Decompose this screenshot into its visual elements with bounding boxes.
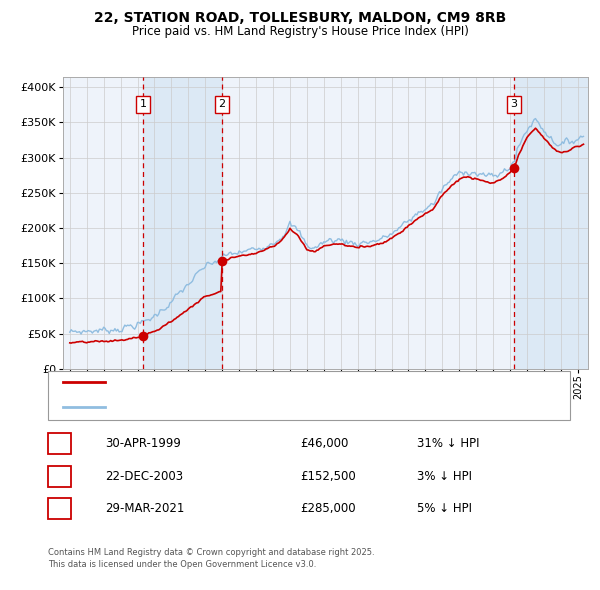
Text: 2: 2 <box>218 100 226 109</box>
Text: 22, STATION ROAD, TOLLESBURY, MALDON, CM9 8RB: 22, STATION ROAD, TOLLESBURY, MALDON, CM… <box>94 11 506 25</box>
Bar <box>143 77 222 369</box>
Text: Contains HM Land Registry data © Crown copyright and database right 2025.
This d: Contains HM Land Registry data © Crown c… <box>48 548 374 569</box>
Text: £285,000: £285,000 <box>300 502 356 515</box>
Text: 30-APR-1999: 30-APR-1999 <box>105 437 181 450</box>
Text: 29-MAR-2021: 29-MAR-2021 <box>105 502 184 515</box>
Text: 3: 3 <box>511 100 518 109</box>
Text: HPI: Average price, semi-detached house, Maldon: HPI: Average price, semi-detached house,… <box>114 402 357 412</box>
Text: 22, STATION ROAD, TOLLESBURY, MALDON, CM9 8RB (semi-detached house): 22, STATION ROAD, TOLLESBURY, MALDON, CM… <box>114 378 490 387</box>
Text: 1: 1 <box>140 100 146 109</box>
Text: 22-DEC-2003: 22-DEC-2003 <box>105 470 183 483</box>
Text: 5% ↓ HPI: 5% ↓ HPI <box>417 502 472 515</box>
Text: 31% ↓ HPI: 31% ↓ HPI <box>417 437 479 450</box>
Text: £46,000: £46,000 <box>300 437 349 450</box>
Text: 3% ↓ HPI: 3% ↓ HPI <box>417 470 472 483</box>
Text: 2: 2 <box>56 470 63 483</box>
Text: Price paid vs. HM Land Registry's House Price Index (HPI): Price paid vs. HM Land Registry's House … <box>131 25 469 38</box>
Text: £152,500: £152,500 <box>300 470 356 483</box>
Bar <box>514 77 588 369</box>
Text: 3: 3 <box>56 502 63 515</box>
Text: 1: 1 <box>56 437 63 450</box>
